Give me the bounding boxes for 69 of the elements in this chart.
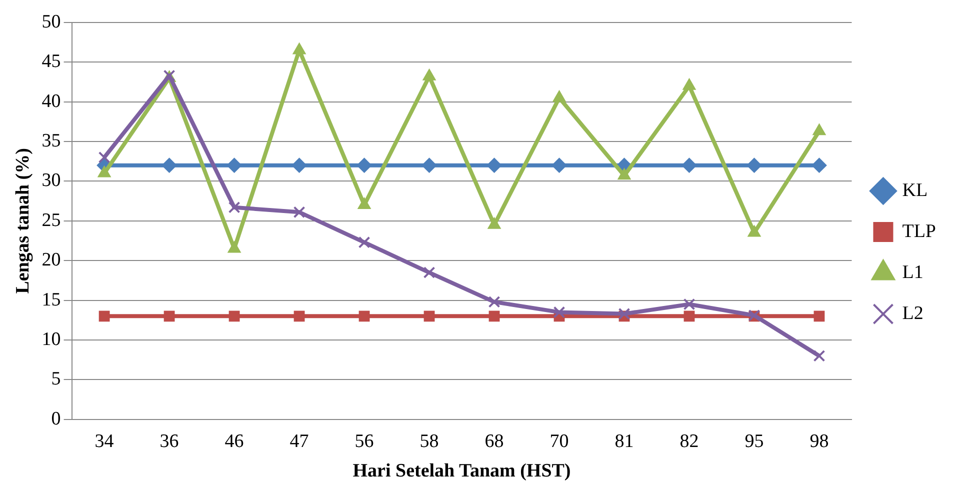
y-tick-label: 40 (42, 90, 61, 112)
point (292, 158, 307, 173)
point (682, 158, 697, 173)
legend-label: L2 (902, 302, 924, 324)
y-tick-label: 50 (42, 11, 61, 32)
point (358, 198, 371, 210)
point (486, 158, 502, 173)
x-axis-title: Hari Setelah Tanam (HST) (352, 460, 571, 482)
x-tick-label: 56 (354, 430, 374, 452)
y-tick-label: 45 (42, 51, 61, 72)
point (228, 310, 240, 322)
point (618, 308, 630, 320)
point (553, 306, 566, 318)
legend-label: TLP (902, 220, 936, 242)
y-tick-label: 20 (42, 250, 61, 271)
point (164, 310, 175, 322)
point (294, 310, 305, 322)
point (814, 310, 825, 322)
point (228, 241, 241, 253)
point (683, 298, 696, 310)
point (356, 158, 372, 173)
point (746, 158, 762, 173)
legend-label: KL (902, 180, 928, 201)
x-tick-label: 68 (484, 430, 504, 452)
legend-label: L1 (902, 262, 924, 283)
y-tick-label: 15 (42, 289, 61, 310)
point (98, 151, 110, 164)
point (618, 168, 631, 180)
point (812, 158, 827, 173)
point (98, 310, 110, 322)
point (552, 90, 566, 102)
point (748, 225, 761, 237)
point (292, 42, 306, 54)
x-tick-label: 58 (420, 430, 439, 452)
x-tick-label: 82 (680, 430, 699, 452)
point (422, 68, 436, 80)
point (226, 158, 242, 173)
y-tick-label: 25 (42, 210, 61, 231)
point (423, 266, 436, 278)
y-tick-label: 35 (42, 130, 61, 152)
point (682, 78, 696, 90)
y-tick-label: 5 (51, 368, 61, 390)
point (813, 350, 826, 362)
point (98, 166, 111, 178)
point (422, 158, 437, 173)
x-tick-label: 47 (290, 430, 309, 452)
point (684, 310, 695, 322)
y-tick-label: 10 (42, 328, 61, 350)
point (552, 158, 567, 173)
x-tick-label: 36 (160, 430, 179, 452)
x-tick-label: 98 (810, 430, 829, 452)
point (162, 158, 177, 173)
y-tick-label: 0 (51, 408, 61, 430)
point (488, 310, 500, 322)
point (358, 236, 370, 248)
y-axis-title: Lengas tanah (%) (12, 148, 34, 294)
point (488, 217, 501, 229)
y-tick-label: 30 (42, 170, 61, 192)
x-tick-label: 95 (744, 430, 764, 452)
point (812, 124, 826, 136)
x-tick-label: 34 (94, 430, 114, 452)
point (358, 310, 370, 322)
point (424, 310, 435, 322)
x-tick-label: 70 (550, 430, 569, 452)
x-tick-label: 81 (614, 430, 634, 452)
x-tick-label: 46 (224, 430, 244, 452)
point (228, 201, 240, 214)
point (488, 296, 500, 308)
point (293, 206, 306, 218)
